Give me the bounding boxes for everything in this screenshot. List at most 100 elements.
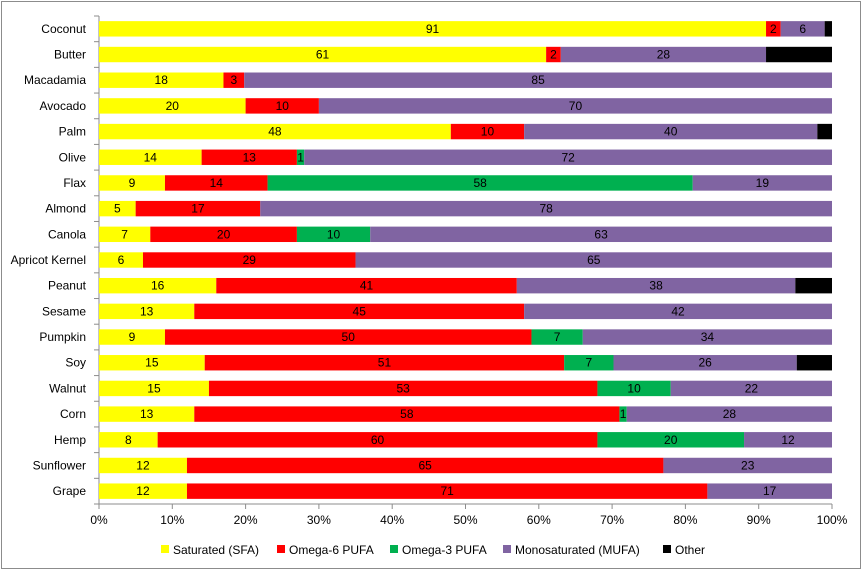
bar-segment-monosaturated-mufa — [707, 483, 832, 499]
legend-label-monosaturated-mufa: Monosaturated (MUFA) — [515, 543, 640, 557]
bar-segment-other — [817, 123, 832, 140]
data-label: 53 — [397, 381, 411, 395]
bar-segment-monosaturated-mufa — [260, 200, 832, 217]
data-label: 16 — [151, 279, 165, 293]
bar-segment-monosaturated-mufa — [524, 123, 818, 140]
category-label-macadamia: Macadamia — [24, 73, 86, 87]
bar-segment-omega-3-pufa — [597, 432, 745, 448]
bar-segment-monosaturated-mufa — [304, 149, 832, 165]
bar-segment-omega-6-pufa — [135, 200, 261, 217]
bar-segment-monosaturated-mufa — [516, 277, 796, 294]
legend-label-other: Other — [675, 543, 705, 557]
category-label-butter: Butter — [54, 48, 86, 62]
category-label-palm: Palm — [59, 125, 86, 139]
data-label: 3 — [231, 73, 238, 87]
data-label: 5 — [114, 202, 121, 216]
bar-segment-monosaturated-mufa — [582, 329, 832, 345]
bar-segment-saturated-sfa — [99, 226, 151, 243]
data-label: 91 — [426, 22, 440, 36]
data-label: 13 — [243, 150, 257, 164]
data-label: 10 — [327, 227, 341, 241]
data-label: 48 — [268, 125, 282, 139]
data-label: 23 — [741, 458, 755, 472]
category-label-corn: Corn — [60, 407, 86, 421]
data-label: 1 — [297, 150, 304, 164]
data-label: 9 — [129, 330, 136, 344]
x-tick-label: 50% — [453, 513, 477, 527]
data-label: 17 — [763, 484, 777, 498]
bar-segment-saturated-sfa — [99, 457, 187, 474]
bar-segment-omega-3-pufa — [564, 355, 614, 371]
bar-segment-saturated-sfa — [99, 72, 224, 88]
category-label-sesame: Sesame — [42, 304, 86, 318]
bar-segment-omega-3-pufa — [296, 149, 305, 165]
data-label: 6 — [118, 253, 125, 267]
bar-segment-other — [796, 355, 832, 371]
data-label: 58 — [400, 407, 414, 421]
data-label: 7 — [585, 356, 592, 370]
legend-swatch-monosaturated-mufa — [503, 545, 511, 553]
data-label: 61 — [316, 48, 330, 62]
data-label: 15 — [147, 381, 161, 395]
legend-label-omega-6-pufa: Omega-6 PUFA — [289, 543, 374, 557]
bar-segment-monosaturated-mufa — [318, 98, 832, 114]
bar-segment-saturated-sfa — [99, 355, 205, 371]
data-label: 28 — [657, 48, 671, 62]
bar-segment-saturated-sfa — [99, 98, 246, 114]
bar-segment-saturated-sfa — [99, 483, 187, 499]
bar-segment-omega-3-pufa — [296, 226, 371, 243]
category-label-apricot-kernel: Apricot Kernel — [11, 253, 86, 267]
bar-segment-omega-6-pufa — [164, 329, 532, 345]
bar-segment-saturated-sfa — [99, 175, 165, 191]
legend-label-omega-3-pufa: Omega-3 PUFA — [402, 543, 487, 557]
data-label: 2 — [550, 48, 557, 62]
bar-segment-omega-6-pufa — [204, 355, 565, 371]
data-label: 13 — [140, 407, 154, 421]
x-tick-label: 100% — [817, 513, 848, 527]
legend-swatch-omega-6-pufa — [277, 545, 285, 553]
data-label: 70 — [569, 99, 583, 113]
x-tick-label: 60% — [527, 513, 551, 527]
bar-segment-other — [795, 277, 832, 294]
bar-segment-monosaturated-mufa — [670, 380, 832, 397]
data-label: 14 — [210, 176, 224, 190]
data-label: 7 — [121, 227, 128, 241]
data-label: 15 — [145, 356, 159, 370]
category-label-flax: Flax — [63, 176, 86, 190]
bar-segment-monosaturated-mufa — [692, 175, 832, 191]
bar-segment-omega-6-pufa — [546, 46, 561, 63]
data-label: 20 — [166, 99, 180, 113]
bar-segment-other — [766, 46, 832, 63]
data-label: 12 — [136, 458, 150, 472]
category-label-olive: Olive — [59, 150, 87, 164]
data-label: 50 — [342, 330, 356, 344]
bar-segment-omega-6-pufa — [208, 380, 598, 397]
bar-segment-other — [824, 21, 832, 37]
bar-segment-saturated-sfa — [99, 329, 165, 345]
bar-segment-saturated-sfa — [99, 200, 136, 217]
data-label: 85 — [531, 73, 545, 87]
bar-segment-monosaturated-mufa — [355, 252, 832, 268]
data-label: 26 — [698, 356, 712, 370]
data-label: 72 — [561, 150, 575, 164]
bar-segment-omega-6-pufa — [223, 72, 245, 88]
bar-segment-monosaturated-mufa — [524, 303, 832, 320]
data-label: 6 — [799, 22, 806, 36]
data-label: 65 — [587, 253, 601, 267]
bar-segment-monosaturated-mufa — [663, 457, 832, 474]
category-label-sunflower: Sunflower — [33, 458, 86, 472]
x-tick-label: 0% — [90, 513, 108, 527]
data-label: 19 — [756, 176, 770, 190]
x-tick-label: 30% — [307, 513, 331, 527]
data-label: 29 — [243, 253, 257, 267]
x-tick-label: 70% — [600, 513, 624, 527]
bar-segment-omega-6-pufa — [245, 98, 319, 114]
bar-segment-omega-3-pufa — [597, 380, 671, 397]
bar-segment-omega-3-pufa — [531, 329, 583, 345]
data-label: 17 — [191, 202, 205, 216]
bar-segment-saturated-sfa — [99, 277, 217, 294]
data-label: 10 — [276, 99, 290, 113]
bar-segment-monosaturated-mufa — [244, 72, 832, 88]
x-tick-label: 10% — [160, 513, 184, 527]
